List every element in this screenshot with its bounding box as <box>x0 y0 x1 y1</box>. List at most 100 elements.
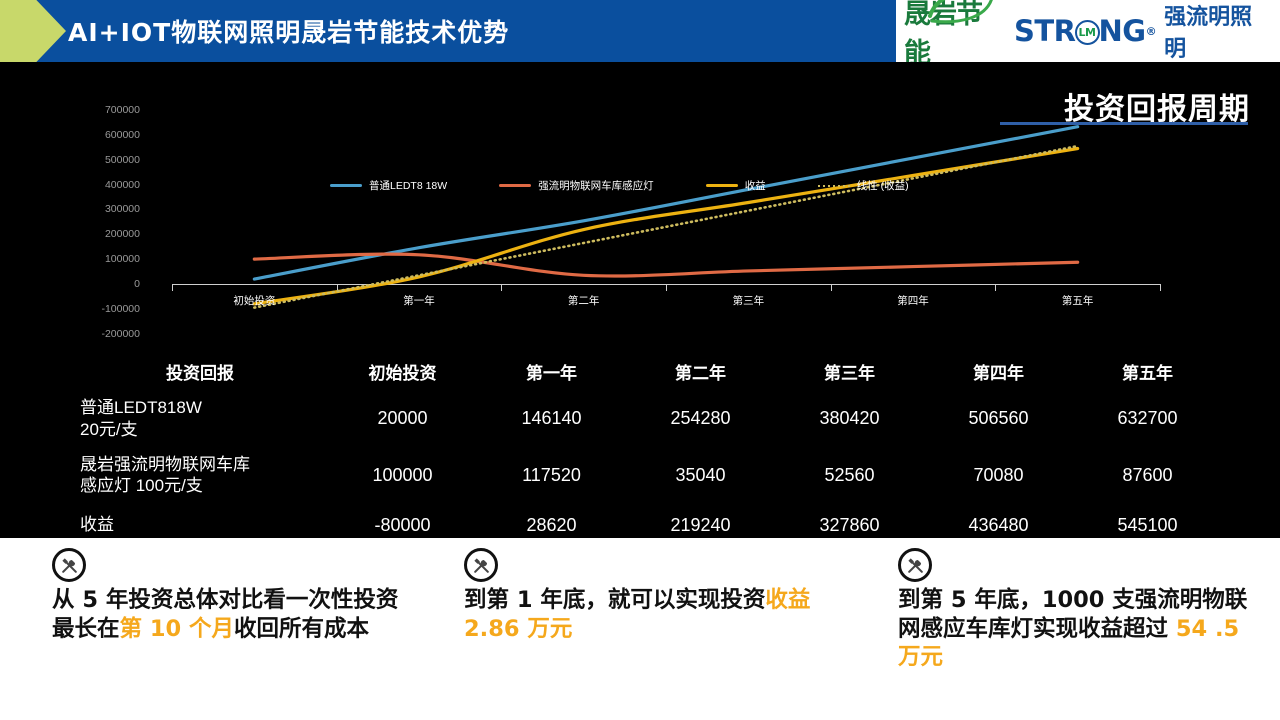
callout-text-a: 从 5 年投资总体对比看一次性投资最长在 <box>52 587 399 642</box>
callout-text-b: 收回所有成本 <box>234 615 370 642</box>
tools-icon <box>52 548 86 582</box>
table-row-label-line1: 普通LEDT818W <box>80 398 202 418</box>
x-axis-tick <box>830 284 832 291</box>
table-cell: 254280 <box>670 408 731 428</box>
legend-label: 线性 (收益) <box>856 180 909 192</box>
callout-text: 到第 5 年底，1000 支强流明物联网感应车库灯实现收益超过 54 .5万元 <box>898 586 1258 672</box>
y-axis-tick-label: 200000 <box>104 228 140 241</box>
y-axis-tick-label: 400000 <box>104 178 140 191</box>
logo-strong-wordmark: STR LM NG ® <box>1014 14 1157 48</box>
table-row-label-line1: 收益 <box>80 515 114 535</box>
chart-plot-area <box>252 125 1080 309</box>
y-axis-tick-label: 600000 <box>104 128 140 141</box>
table-header-cell: 投资回报 <box>166 363 234 383</box>
logo-strong-left: STR <box>1014 14 1076 48</box>
y-axis-tick-label: 300000 <box>104 203 140 216</box>
table-cell: -80000 <box>374 514 431 535</box>
y-axis-tick-label: 100000 <box>104 253 140 266</box>
x-axis-tick <box>501 284 503 291</box>
callout-footer: 从 5 年投资总体对比看一次性投资最长在第 10 个月收回所有成本 到第 1 年… <box>0 538 1280 720</box>
wrench-screwdriver-glyph <box>473 557 489 573</box>
legend-label: 强流明物联网车库感应灯 <box>538 180 654 192</box>
table-row-label: 收益 <box>72 514 328 535</box>
table-header-cell: 第一年 <box>526 363 577 383</box>
chart-y-axis: 700000 600000 500000 400000 300000 200000 1000… <box>60 62 140 352</box>
callout-text-a: 到第 1 年底，就可以实现投资 <box>464 587 766 613</box>
chart-title: 投资回报周期 <box>1064 92 1250 127</box>
legend-item: 强流明物联网车库感应灯 <box>499 178 654 193</box>
table-cell: 28620 <box>526 514 577 535</box>
x-axis-label: 第一年 <box>403 295 435 307</box>
table-cell: 100000 <box>372 464 433 485</box>
table-cell: 380420 <box>819 408 880 428</box>
tools-icon <box>898 548 932 582</box>
x-axis-label: 第二年 <box>567 295 600 307</box>
legend-label: 普通LEDT8 18W <box>369 180 448 192</box>
callout-highlight: 54 .5万元 <box>898 615 1240 671</box>
table-cell: 117520 <box>522 464 581 485</box>
x-axis-label: 第五年 <box>1061 295 1094 307</box>
x-axis-tick <box>1160 284 1161 291</box>
table-row-label-line1: 晟岩强流明物联网车库 <box>80 454 250 474</box>
table-cell: 52560 <box>824 464 875 485</box>
callout-1: 从 5 年投资总体对比看一次性投资最长在第 10 个月收回所有成本 <box>52 548 412 643</box>
callout-3: 到第 5 年底，1000 支强流明物联网感应车库灯实现收益超过 54 .5万元 <box>898 548 1258 672</box>
callout-text: 到第 1 年底，就可以实现投资收益 2.86 万元 <box>464 586 844 643</box>
table-header-cell: 初始投资 <box>368 363 437 383</box>
app-header: AI+IOT物联网照明晟岩节能技术优势 晟岩节能 STR LM NG ® 强流明… <box>0 0 1280 69</box>
page-title: AI+IOT物联网照明晟岩节能技术优势 <box>68 18 510 47</box>
callout-2: 到第 1 年底，就可以实现投资收益 2.86 万元 <box>464 548 844 643</box>
table-cell: 70080 <box>973 464 1024 485</box>
x-axis-label: 初始投资 <box>233 295 276 307</box>
callout-text: 从 5 年投资总体对比看一次性投资最长在第 10 个月收回所有成本 <box>52 586 412 643</box>
content-panel: 投资回报周期 普通LEDT8 18W 强流明物联网车库感应灯 收益 线性 (收益… <box>0 62 1280 538</box>
legend-swatch-ledt8 <box>330 184 362 187</box>
table-header-cell: 第二年 <box>675 363 726 383</box>
y-axis-tick-label: -100000 <box>101 302 140 315</box>
x-axis-tick <box>666 284 667 291</box>
chevron-decoration <box>0 0 66 62</box>
table-cell: 35040 <box>675 464 726 485</box>
legend-swatch-strong <box>499 184 532 187</box>
investment-return-chart: 700000 600000 500000 400000 300000 200000 1000… <box>0 62 1280 352</box>
chart-series-line <box>253 144 1079 309</box>
chart-series-line <box>252 125 1080 281</box>
table-cell: 20000 <box>377 408 428 428</box>
tools-icon <box>464 548 498 582</box>
table-row: 晟岩强流明物联网车库 感应灯 100元/支 100000 117520 3504… <box>72 447 1222 503</box>
table-row-label-line2: 感应灯 100元/支 <box>80 476 203 495</box>
x-axis-tick <box>172 284 173 291</box>
legend-item: 收益 <box>705 178 766 193</box>
legend-item: 线性 (收益) <box>817 178 909 193</box>
logo-chinese-name: 晟岩节能 <box>904 0 1006 70</box>
table-row-label: 普通LEDT818W 20元/支 <box>72 397 328 439</box>
wrench-screwdriver-glyph <box>61 557 77 573</box>
callout-highlight: 收益 2.86 万元 <box>464 587 811 642</box>
y-axis-tick-label: -200000 <box>101 327 140 340</box>
logo-lm-badge: LM <box>1074 19 1100 45</box>
brand-logo: 晟岩节能 STR LM NG ® 强流明照明 <box>896 0 1280 69</box>
table-row-label: 晟岩强流明物联网车库 感应灯 100元/支 <box>72 454 328 496</box>
logo-strong-right: NG <box>1098 14 1147 48</box>
y-axis-tick-label: 0 <box>134 278 140 290</box>
legend-label: 收益 <box>744 180 766 192</box>
table-row-label-line2: 20元/支 <box>80 419 138 439</box>
legend-item: 普通LEDT8 18W <box>330 178 447 193</box>
table-header-cell: 第四年 <box>973 363 1024 383</box>
y-axis-tick-label: 500000 <box>104 153 140 166</box>
table-cell: 87600 <box>1122 464 1173 485</box>
registered-mark: ® <box>1145 24 1157 38</box>
wrench-screwdriver-glyph <box>907 557 923 573</box>
table-cell: 327860 <box>819 514 880 535</box>
chart-series-line <box>252 252 1080 278</box>
investment-return-table: 投资回报 初始投资 第一年 第二年 第三年 第四年 第五年 普通LEDT818W… <box>72 352 1222 547</box>
table-cell: 219240 <box>670 514 731 535</box>
table-cell: 436480 <box>968 514 1029 535</box>
legend-swatch-profit <box>705 184 738 187</box>
chart-legend: 普通LEDT8 18W 强流明物联网车库感应灯 收益 线性 (收益) <box>330 178 909 193</box>
table-header-cell: 第三年 <box>824 363 875 383</box>
chart-title-underline <box>1000 122 1248 125</box>
table-row: 收益 -80000 28620 219240 327860 436480 545… <box>72 503 1222 547</box>
logo-chinese-subtitle: 强流明照明 <box>1164 5 1253 62</box>
callout-text-a: 到第 5 年底，1000 支强流明物联网感应车库灯实现收益超过 <box>898 587 1248 642</box>
